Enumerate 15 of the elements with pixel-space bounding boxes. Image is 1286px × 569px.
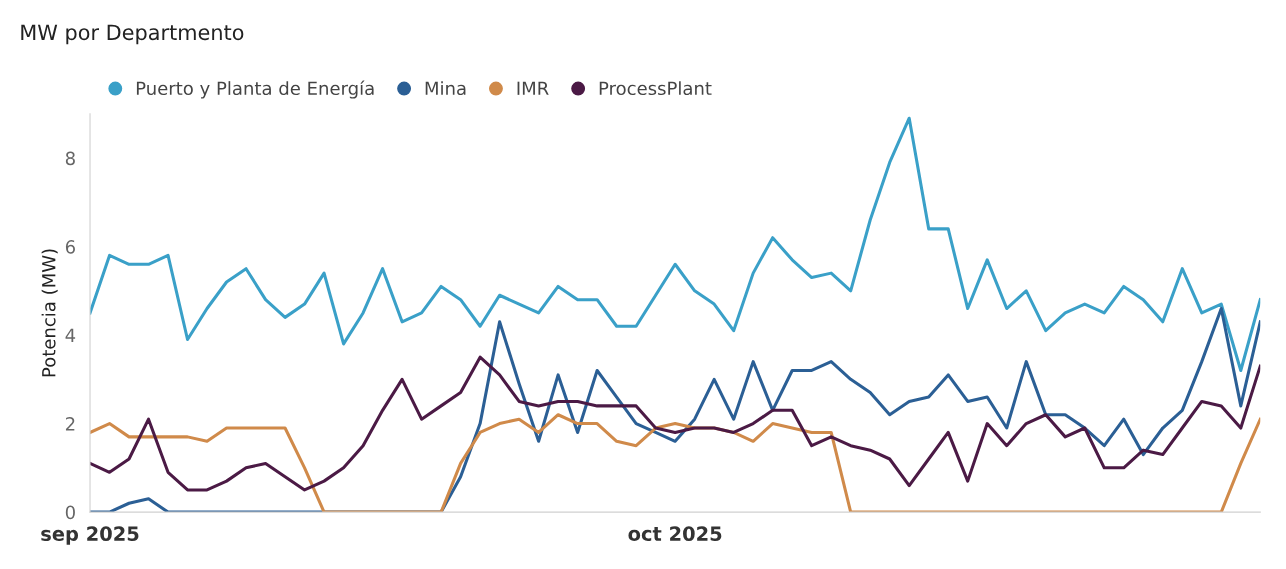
- y-tick-label: 0: [65, 505, 75, 520]
- y-tick-label: 8: [65, 151, 75, 166]
- y-tick-label: 6: [65, 240, 75, 254]
- legend-label: Mina: [425, 81, 466, 96]
- chart-title: MW por Departmento: [21, 24, 244, 45]
- y-axis-title: Potencia (MW): [41, 249, 58, 377]
- legend-label: Puerto y Planta de Energía: [136, 80, 374, 99]
- legend-label: IMR: [517, 81, 549, 95]
- x-tick-label: oct 2025: [628, 526, 722, 542]
- line-series: [90, 355, 1261, 492]
- x-tick-label: sep 2025: [41, 526, 139, 545]
- legend-label: ProcessPlant: [599, 81, 712, 96]
- y-tick-label: 2: [65, 417, 75, 431]
- y-tick-label: 4: [65, 328, 76, 342]
- line-series: [90, 116, 1261, 373]
